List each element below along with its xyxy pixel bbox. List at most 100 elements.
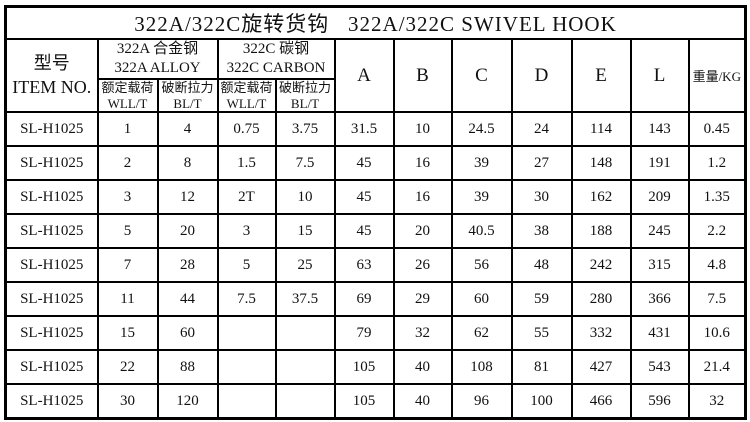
item-no-cell: SL-H1025: [4, 281, 99, 318]
cell-322c-wll: 5: [216, 247, 277, 284]
cell-dim-b: 40: [392, 349, 453, 386]
table-row: SL-H1025 30 120 105 40 96 100 466 596 32: [4, 383, 747, 420]
cell-dim-b: 29: [392, 281, 453, 318]
cell-dim-e: 332: [570, 315, 632, 352]
cell-322a-bl: 88: [156, 349, 219, 386]
cell-dim-e: 242: [570, 247, 632, 284]
cell-weight-kg: 7.5: [687, 281, 747, 318]
col-group-322c-carbon: 322C 碳钢 322C CARBON: [216, 38, 336, 80]
cell-322c-wll: 0.75: [216, 111, 277, 148]
table-row: SL-H1025 1 4 0.75 3.75 31.5 10 24.5 24 114 143 0.45: [4, 111, 747, 148]
cell-dim-l: 366: [629, 281, 690, 318]
cell-dim-e: 280: [570, 281, 632, 318]
col-header-322a-wll: 额定载荷 WLL/T: [96, 77, 159, 114]
cell-dim-c: 39: [450, 179, 513, 216]
cell-dim-b: 20: [392, 213, 453, 250]
table-row: SL-H1025 5 20 3 15 45 20 40.5 38 188 245 2.2: [4, 213, 747, 250]
cell-322c-bl: 37.5: [274, 281, 336, 318]
cell-dim-e: 466: [570, 383, 632, 420]
col-header-322c-wll: 额定载荷 WLL/T: [216, 77, 277, 114]
cell-weight-kg: 2.2: [687, 213, 747, 250]
cell-322a-wll: 7: [96, 247, 159, 284]
table-title: 322A/322C旋转货钩 322A/322C SWIVEL HOOK: [4, 5, 747, 40]
table-row: SL-H1025 7 28 5 25 63 26 56 48 242 315 4.8: [4, 247, 747, 284]
cell-322c-wll: 7.5: [216, 281, 277, 318]
cell-dim-d: 27: [510, 145, 573, 182]
cell-dim-c: 96: [450, 383, 513, 420]
cell-322a-wll: 1: [96, 111, 159, 148]
cell-322c-bl: 3.75: [274, 111, 336, 148]
cell-weight-kg: 21.4: [687, 349, 747, 386]
table-row: SL-H1025 2 8 1.5 7.5 45 16 39 27 148 191 1.2: [4, 145, 747, 182]
cell-dim-a: 105: [333, 383, 395, 420]
col-header-weight-kg: 重量/KG: [687, 37, 747, 114]
cell-dim-a: 31.5: [333, 111, 395, 148]
item-no-cell: SL-H1025: [4, 383, 99, 420]
table-row: SL-H1025 22 88 105 40 108 81 427 543 21.4: [4, 349, 747, 386]
cell-dim-l: 596: [629, 383, 690, 420]
swivel-hook-spec-table: 322A/322C旋转货钩 322A/322C SWIVEL HOOK 型号 I…: [4, 5, 748, 421]
cell-dim-l: 315: [629, 247, 690, 284]
cell-322c-wll: [216, 349, 277, 386]
cell-dim-l: 191: [629, 145, 690, 182]
item-no-cell: SL-H1025: [4, 111, 99, 148]
cell-weight-kg: 1.35: [687, 179, 747, 216]
cell-dim-b: 16: [392, 179, 453, 216]
item-no-cell: SL-H1025: [4, 247, 99, 284]
cell-dim-e: 427: [570, 349, 632, 386]
cell-dim-l: 143: [629, 111, 690, 148]
item-no-cell: SL-H1025: [4, 315, 99, 352]
cell-dim-l: 431: [629, 315, 690, 352]
cell-weight-kg: 10.6: [687, 315, 747, 352]
cell-322c-bl: [274, 315, 336, 352]
col-group-322a-alloy: 322A 合金钢 322A ALLOY: [96, 38, 219, 80]
cell-322a-wll: 2: [96, 145, 159, 182]
title-row: 322A/322C旋转货钩 322A/322C SWIVEL HOOK: [4, 5, 747, 40]
cell-dim-d: 24: [510, 111, 573, 148]
cell-dim-c: 24.5: [450, 111, 513, 148]
cell-dim-d: 30: [510, 179, 573, 216]
item-no-cell: SL-H1025: [4, 349, 99, 386]
cell-322a-bl: 8: [156, 145, 219, 182]
cell-dim-c: 62: [450, 315, 513, 352]
cell-dim-d: 100: [510, 383, 573, 420]
cell-dim-a: 63: [333, 247, 395, 284]
cell-322a-wll: 15: [96, 315, 159, 352]
cell-dim-d: 38: [510, 213, 573, 250]
cell-dim-a: 69: [333, 281, 395, 318]
cell-dim-b: 26: [392, 247, 453, 284]
cell-dim-b: 16: [392, 145, 453, 182]
cell-dim-c: 60: [450, 281, 513, 318]
cell-322a-bl: 20: [156, 213, 219, 250]
table-row: SL-H1025 3 12 2T 10 45 16 39 30 162 209 1.35: [4, 179, 747, 216]
cell-322a-bl: 12: [156, 179, 219, 216]
cell-322c-bl: [274, 349, 336, 386]
cell-dim-b: 32: [392, 315, 453, 352]
cell-dim-c: 56: [450, 247, 513, 284]
cell-dim-a: 105: [333, 349, 395, 386]
cell-dim-l: 209: [629, 179, 690, 216]
cell-322a-wll: 22: [96, 349, 159, 386]
cell-weight-kg: 4.8: [687, 247, 747, 284]
cell-dim-e: 114: [570, 111, 632, 148]
cell-dim-d: 59: [510, 281, 573, 318]
col-header-a: A: [333, 37, 395, 114]
cell-dim-c: 108: [450, 349, 513, 386]
cell-dim-e: 162: [570, 179, 632, 216]
col-header-c: C: [450, 37, 513, 114]
cell-dim-e: 148: [570, 145, 632, 182]
table-row: SL-H1025 15 60 79 32 62 55 332 431 10.6: [4, 315, 747, 352]
cell-322a-bl: 28: [156, 247, 219, 284]
cell-322c-bl: 15: [274, 213, 336, 250]
cell-322c-wll: 3: [216, 213, 277, 250]
cell-dim-l: 543: [629, 349, 690, 386]
cell-322c-bl: 25: [274, 247, 336, 284]
cell-322a-bl: 60: [156, 315, 219, 352]
cell-dim-d: 48: [510, 247, 573, 284]
col-header-b: B: [392, 37, 453, 114]
cell-322c-bl: 10: [274, 179, 336, 216]
cell-dim-c: 39: [450, 145, 513, 182]
cell-weight-kg: 1.2: [687, 145, 747, 182]
col-header-e: E: [570, 37, 632, 114]
